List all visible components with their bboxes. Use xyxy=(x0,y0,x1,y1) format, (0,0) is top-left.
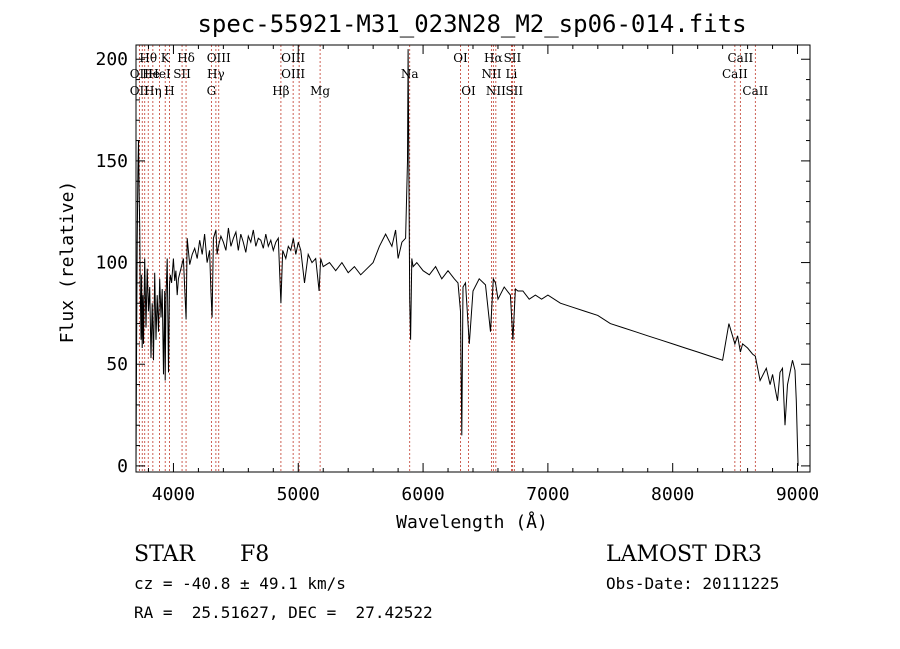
line-label: Hα xyxy=(484,51,503,65)
line-label: Hβ xyxy=(272,84,289,98)
object-class: STAR xyxy=(134,542,196,567)
x-tick-label: 8000 xyxy=(651,484,694,505)
coordinates: RA = 25.51627, DEC = 27.42522 xyxy=(134,603,433,622)
line-label: Hγ xyxy=(207,67,225,81)
line-label: NII xyxy=(486,84,506,98)
line-label: OII xyxy=(130,67,150,81)
x-tick-label: 9000 xyxy=(776,484,819,505)
line-label: OIII xyxy=(207,51,231,65)
redshift-text: cz = -40.8 ± 49.1 km/s xyxy=(134,574,346,593)
line-label: Hη xyxy=(144,84,162,98)
line-label: CaII xyxy=(722,67,748,81)
y-axis-ticks: 0 50 100 150 200 xyxy=(95,49,810,477)
line-label: Mg xyxy=(310,84,330,98)
line-label: SII xyxy=(173,67,191,81)
line-label: CaII xyxy=(727,51,753,65)
y-tick-label: 0 xyxy=(117,456,128,477)
x-tick-label: 5000 xyxy=(277,484,320,505)
line-label: OIII xyxy=(281,67,305,81)
obs-date: Obs-Date: 20111225 xyxy=(606,574,779,593)
line-label: He xyxy=(142,67,160,81)
line-label: OI xyxy=(461,84,476,98)
y-tick-label: 200 xyxy=(95,49,128,70)
line-label: H xyxy=(164,84,174,98)
line-label: Hδ xyxy=(177,51,195,65)
survey-name: LAMOST DR3 xyxy=(606,542,762,567)
x-axis-label: Wavelength (Å) xyxy=(396,511,548,533)
x-tick-label: 6000 xyxy=(401,484,444,505)
line-label: Li xyxy=(506,67,518,81)
line-label: G xyxy=(207,84,217,98)
line-label: Na xyxy=(401,67,419,81)
y-axis-label: Flux (relative) xyxy=(57,181,78,344)
y-tick-label: 50 xyxy=(106,354,128,375)
x-axis-ticks: 4000 5000 6000 7000 8000 9000 xyxy=(147,45,819,505)
line-markers xyxy=(138,45,756,472)
spectrum-line xyxy=(135,49,799,466)
y-tick-label: 100 xyxy=(95,253,128,274)
line-label: OI xyxy=(453,51,468,65)
line-label: Hθ xyxy=(139,51,157,65)
line-label: CaII xyxy=(742,84,768,98)
y-tick-label: 150 xyxy=(95,151,128,172)
object-subclass: F8 xyxy=(240,542,269,567)
line-label: SII xyxy=(505,84,523,98)
line-label: OIII xyxy=(281,51,305,65)
x-tick-label: 7000 xyxy=(526,484,569,505)
line-label: HeI xyxy=(148,67,171,81)
plot-frame xyxy=(135,44,811,473)
line-label: K xyxy=(161,51,171,65)
x-tick-label: 4000 xyxy=(152,484,195,505)
chart-title: spec-55921-M31_023N28_M2_sp06-014.fits xyxy=(197,10,746,38)
line-label: OII xyxy=(130,84,150,98)
line-label: NII xyxy=(481,67,501,81)
line-label: SII xyxy=(504,51,522,65)
